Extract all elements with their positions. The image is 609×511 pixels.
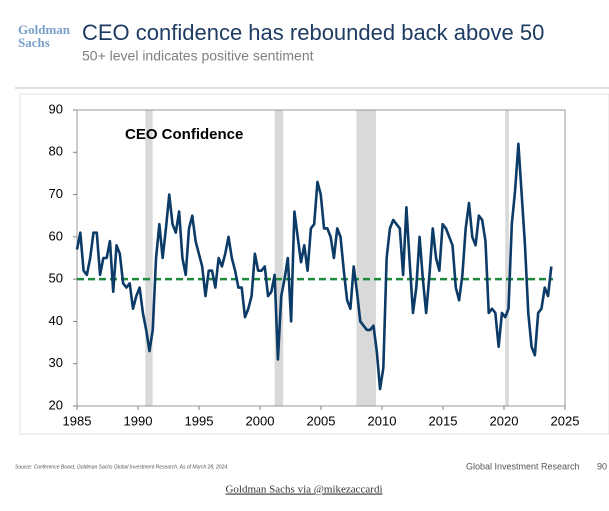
x-tick-label: 2005 bbox=[307, 413, 336, 428]
chart-title: CEO confidence has rebounded back above … bbox=[82, 20, 544, 45]
y-tick-label: 60 bbox=[49, 228, 63, 243]
logo-line: Goldman bbox=[18, 22, 71, 37]
x-tick-label: 1990 bbox=[124, 413, 153, 428]
credit: Goldman Sachs via @mikezaccardi bbox=[225, 484, 382, 496]
x-tick-label: 2020 bbox=[490, 413, 519, 428]
y-tick-label: 90 bbox=[49, 101, 63, 116]
page-number: 90 bbox=[597, 461, 607, 471]
y-tick-label: 50 bbox=[49, 271, 63, 286]
y-tick-label: 80 bbox=[49, 144, 63, 159]
x-tick-label: 2025 bbox=[551, 413, 580, 428]
y-tick-label: 20 bbox=[49, 397, 63, 412]
recession-band bbox=[356, 110, 376, 406]
x-tick-label: 2015 bbox=[429, 413, 458, 428]
x-tick-label: 1995 bbox=[185, 413, 214, 428]
y-tick-label: 70 bbox=[49, 186, 63, 201]
recession-band bbox=[505, 110, 509, 406]
data-line bbox=[75, 142, 553, 391]
x-tick-label: 2010 bbox=[368, 413, 397, 428]
annotation: CEO Confidence bbox=[125, 126, 243, 143]
chart-subtitle: 50+ level indicates positive sentiment bbox=[82, 48, 314, 64]
source-note: Source: Conference Board, Goldman Sachs … bbox=[15, 464, 229, 470]
chart-frame bbox=[19, 93, 609, 435]
plot: 20 30 40 50 60 70 80 90 1985 1990 1995 2000 2005 2010… bbox=[49, 101, 580, 428]
logo-line: Sachs bbox=[18, 35, 50, 50]
y-tick-label: 40 bbox=[49, 313, 63, 328]
recession-band bbox=[145, 110, 153, 406]
y-tick-label: 30 bbox=[49, 355, 63, 370]
x-tick-label: 2000 bbox=[246, 413, 275, 428]
recession-band bbox=[274, 110, 284, 406]
x-tick-label: 1985 bbox=[63, 413, 92, 428]
footer-text: Global Investment Research bbox=[466, 461, 580, 471]
